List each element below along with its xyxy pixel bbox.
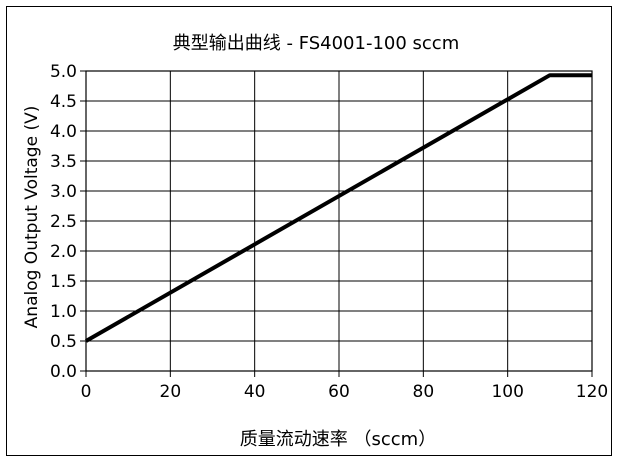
x-tick-label: 60: [328, 382, 350, 402]
series-line-0: [85, 73, 592, 343]
y-tick-label: 2.0: [50, 242, 77, 262]
y-tick-label: 3.0: [50, 182, 77, 202]
y-tick-label: 5.0: [50, 62, 77, 82]
chart-frame: [6, 6, 612, 456]
y-tick-label: 1.5: [50, 272, 77, 292]
y-tick-label: 0.0: [50, 362, 77, 382]
series-group: [85, 73, 592, 343]
x-axis-ticks: 0 20 40 60 80 100 120: [81, 371, 608, 402]
y-tick-label: 1.0: [50, 302, 77, 322]
y-tick-label: 2.5: [50, 212, 77, 232]
y-tick-label: 4.5: [50, 92, 77, 112]
plot-area-border: [85, 70, 593, 372]
grid: [85, 70, 593, 372]
x-tick-label: 120: [576, 382, 608, 402]
y-axis-ticks: 0.0 0.5 1.0 1.5 2.0 2.5 3.0 3.5 4.0 4.5 5.0: [50, 62, 86, 382]
x-tick-label: 80: [413, 382, 435, 402]
x-axis-label: 质量流动速率 （sccm）: [240, 429, 436, 450]
y-axis-label: Analog Output Voltage (V): [22, 106, 42, 329]
x-tick-label: 40: [244, 382, 266, 402]
x-tick-label: 0: [81, 382, 92, 402]
y-tick-label: 4.0: [50, 122, 77, 142]
chart-title: 典型输出曲线 - FS4001-100 sccm: [173, 33, 460, 54]
y-tick-label: 3.5: [50, 152, 77, 172]
x-tick-label: 100: [491, 382, 523, 402]
x-tick-label: 20: [160, 382, 182, 402]
y-tick-label: 0.5: [50, 332, 77, 352]
